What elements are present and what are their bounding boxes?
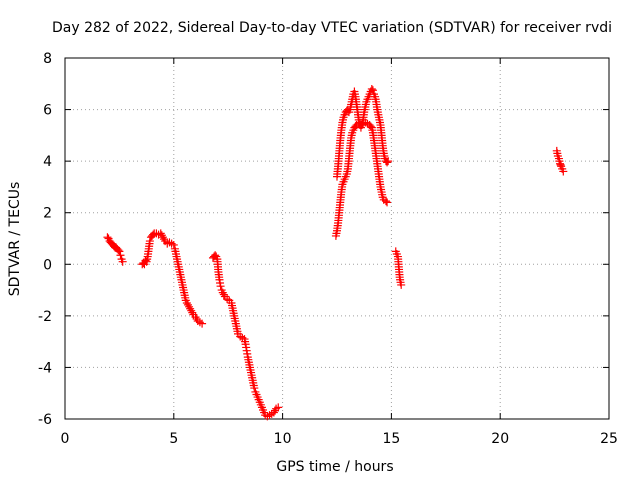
data-point bbox=[397, 280, 406, 289]
x-tick-label: 25 bbox=[600, 431, 618, 447]
data-markers bbox=[103, 84, 568, 421]
y-tick-label: -4 bbox=[38, 360, 52, 376]
data-point bbox=[559, 167, 568, 176]
y-tick-label: 0 bbox=[43, 257, 52, 273]
data-point bbox=[188, 308, 197, 317]
y-axis-label: SDTVAR / TECUs bbox=[7, 182, 23, 297]
data-point bbox=[219, 290, 228, 299]
grid-lines bbox=[65, 58, 609, 419]
y-tick-label: 6 bbox=[43, 103, 52, 119]
data-point bbox=[368, 86, 377, 95]
x-tick-label: 20 bbox=[491, 431, 509, 447]
data-point bbox=[367, 84, 376, 93]
y-tick-label: 2 bbox=[43, 206, 52, 222]
y-tick-label: 4 bbox=[43, 154, 52, 170]
x-axis-label: GPS time / hours bbox=[276, 459, 393, 475]
x-tick-label: 10 bbox=[274, 431, 292, 447]
x-tick-label: 15 bbox=[382, 431, 400, 447]
data-point bbox=[272, 404, 281, 413]
data-point bbox=[116, 251, 125, 260]
series-seg-6 bbox=[552, 146, 568, 176]
data-point bbox=[118, 257, 127, 266]
y-tick-label: -6 bbox=[38, 412, 52, 428]
series-seg-1 bbox=[103, 233, 127, 266]
data-point bbox=[383, 158, 392, 167]
x-tick-label: 5 bbox=[169, 431, 178, 447]
data-point bbox=[366, 122, 375, 131]
series-seg-4b bbox=[333, 84, 393, 181]
data-point bbox=[115, 247, 124, 256]
data-point bbox=[383, 198, 392, 207]
data-point bbox=[114, 246, 123, 255]
data-point bbox=[216, 282, 225, 291]
axis-ticks bbox=[64, 57, 610, 420]
y-tick-label: -2 bbox=[38, 309, 52, 325]
x-tick-labels: 0 5 10 15 20 25 bbox=[61, 431, 618, 447]
data-point bbox=[169, 240, 178, 249]
chart-title: Day 282 of 2022, Sidereal Day-to-day VTE… bbox=[52, 20, 612, 36]
data-point bbox=[381, 197, 390, 206]
series-seg-5 bbox=[391, 247, 406, 289]
series-seg-2 bbox=[138, 229, 207, 328]
data-point bbox=[250, 384, 259, 393]
data-point bbox=[198, 319, 207, 328]
data-point bbox=[160, 235, 169, 244]
data-point bbox=[274, 403, 283, 412]
data-point bbox=[145, 237, 154, 246]
plot-frame bbox=[64, 57, 610, 420]
y-tick-label: 8 bbox=[43, 51, 52, 67]
y-tick-labels: -6 -4 -2 0 2 4 6 8 bbox=[38, 51, 52, 428]
data-point bbox=[384, 157, 393, 166]
x-tick-label: 0 bbox=[61, 431, 70, 447]
series-seg-3 bbox=[208, 251, 283, 421]
